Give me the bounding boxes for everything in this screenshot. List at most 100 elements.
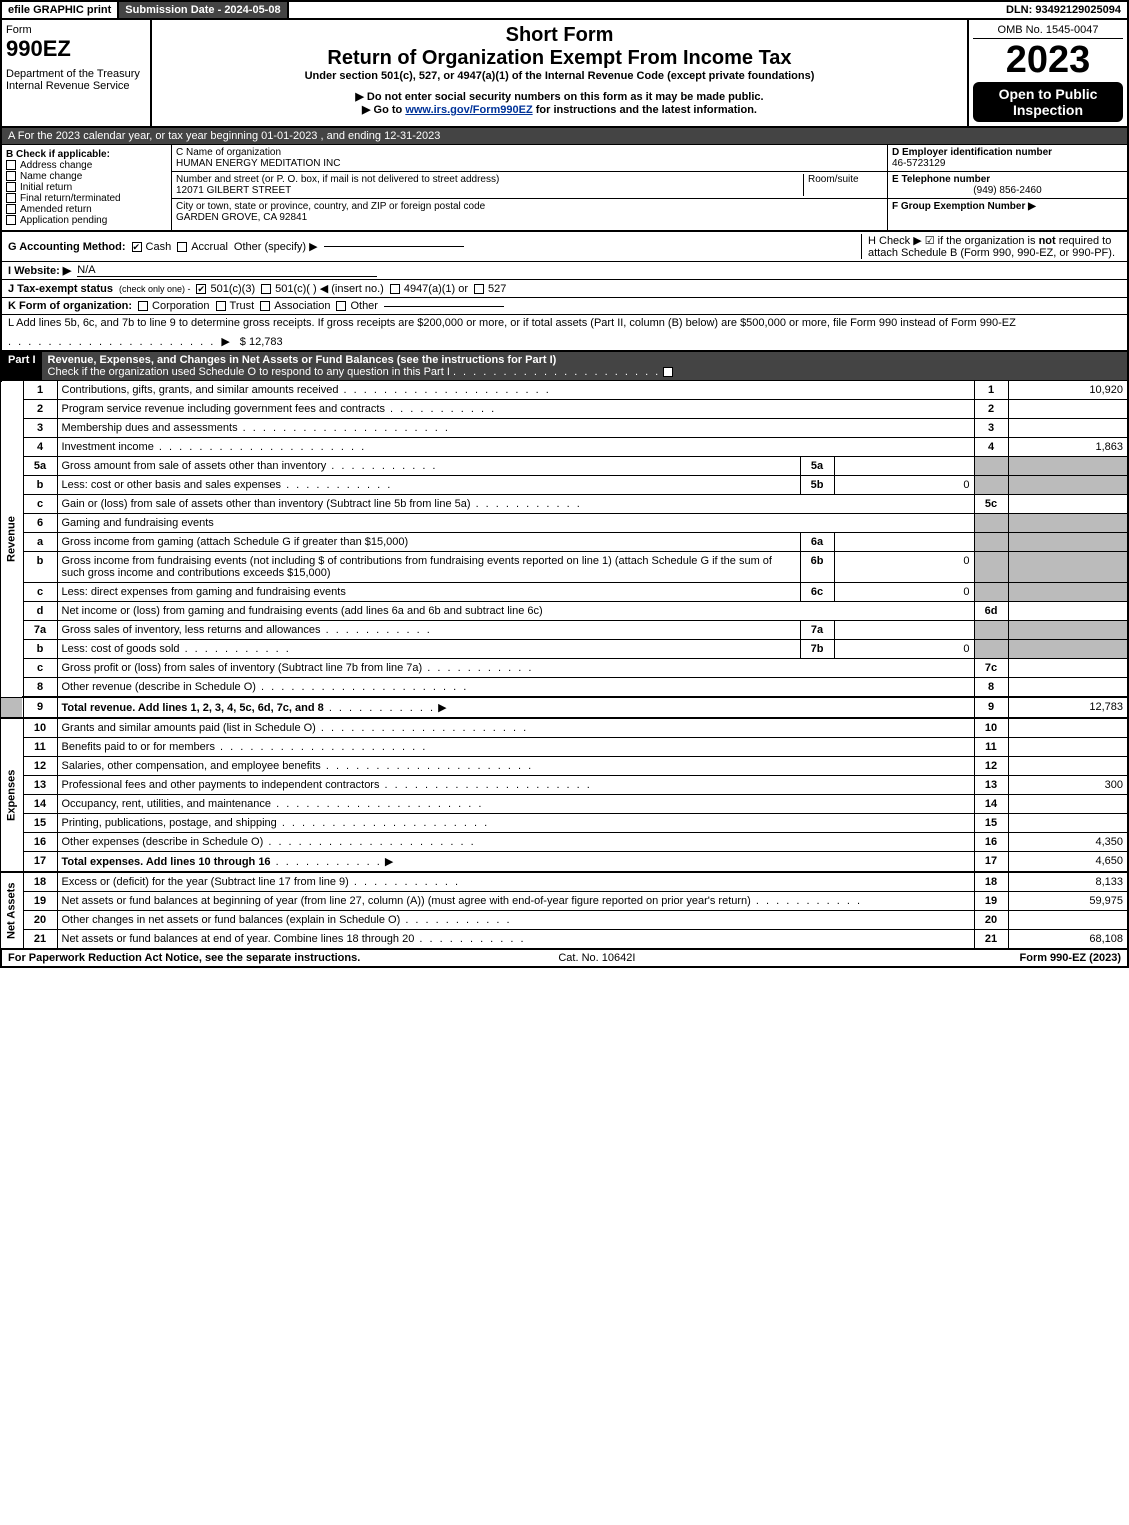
row-5b-desc: Less: cost or other basis and sales expe… bbox=[62, 479, 282, 491]
row-17-val: 4,650 bbox=[1008, 852, 1128, 873]
row-6d-desc: Net income or (loss) from gaming and fun… bbox=[62, 605, 543, 617]
under-section: Under section 501(c), 527, or 4947(a)(1)… bbox=[156, 70, 963, 82]
row-5a-desc: Gross amount from sale of assets other t… bbox=[62, 460, 327, 472]
section-h: H Check ▶ ☑ if the organization is not r… bbox=[861, 234, 1121, 259]
line-i: I Website: ▶ N/A bbox=[0, 262, 1129, 280]
dln: DLN: 93492129025094 bbox=[1000, 2, 1127, 18]
row-19-num: 19 bbox=[23, 892, 57, 911]
row-5b-num: b bbox=[23, 476, 57, 495]
form-header: Form 990EZ Department of the Treasury In… bbox=[0, 20, 1129, 128]
efile-label: efile GRAPHIC print bbox=[2, 2, 119, 18]
b-item-amended[interactable]: Amended return bbox=[6, 204, 167, 215]
b-item-name[interactable]: Name change bbox=[6, 171, 167, 182]
row-7b-iv: 0 bbox=[834, 640, 974, 659]
goto-note: ▶ Go to www.irs.gov/Form990EZ for instru… bbox=[156, 103, 963, 116]
row-6d-val bbox=[1008, 602, 1128, 621]
row-8-val bbox=[1008, 678, 1128, 698]
row-19-desc: Net assets or fund balances at beginning… bbox=[62, 895, 751, 907]
row-6a-in: 6a bbox=[800, 533, 834, 552]
g-accrual[interactable]: Accrual bbox=[177, 241, 228, 253]
row-5b-in: 5b bbox=[800, 476, 834, 495]
l-amount: $ 12,783 bbox=[240, 336, 283, 348]
j-lbl: J Tax-exempt status bbox=[8, 283, 113, 295]
row-6-num: 6 bbox=[23, 514, 57, 533]
row-7b-in: 7b bbox=[800, 640, 834, 659]
row-7a-iv bbox=[834, 621, 974, 640]
row-5a-iv bbox=[834, 457, 974, 476]
row-6b-rn bbox=[974, 552, 1008, 583]
line-k: K Form of organization: Corporation Trus… bbox=[0, 298, 1129, 315]
k-other[interactable]: Other bbox=[336, 300, 378, 312]
j-527[interactable]: 527 bbox=[474, 283, 506, 295]
row-7c-num: c bbox=[23, 659, 57, 678]
j-501c[interactable]: 501(c)( ) ◀ (insert no.) bbox=[261, 282, 384, 295]
row-16-val: 4,350 bbox=[1008, 833, 1128, 852]
revenue-vlabel: Revenue bbox=[1, 381, 23, 697]
row-6c-rn bbox=[974, 583, 1008, 602]
part-i-header: Part I Revenue, Expenses, and Changes in… bbox=[0, 352, 1129, 381]
row-20-rn: 20 bbox=[974, 911, 1008, 930]
g-other[interactable]: Other (specify) ▶ bbox=[234, 240, 318, 253]
row-11-num: 11 bbox=[23, 738, 57, 757]
b-item-pending[interactable]: Application pending bbox=[6, 215, 167, 226]
g-cash[interactable]: Cash bbox=[132, 241, 172, 253]
row-5c-desc: Gain or (loss) from sale of assets other… bbox=[62, 498, 471, 510]
b-item-initial[interactable]: Initial return bbox=[6, 182, 167, 193]
row-16-desc: Other expenses (describe in Schedule O) bbox=[62, 836, 264, 848]
form-word: Form bbox=[6, 24, 146, 36]
row-5b-rv bbox=[1008, 476, 1128, 495]
row-13-val: 300 bbox=[1008, 776, 1128, 795]
k-lbl: K Form of organization: bbox=[8, 300, 132, 312]
inspection-badge: Open to Public Inspection bbox=[973, 82, 1123, 122]
row-5b-rn bbox=[974, 476, 1008, 495]
row-1-val: 10,920 bbox=[1008, 381, 1128, 400]
info-grid: B Check if applicable: Address change Na… bbox=[0, 145, 1129, 232]
goto-post: for instructions and the latest informat… bbox=[533, 104, 757, 116]
row-21-desc: Net assets or fund balances at end of ye… bbox=[62, 933, 415, 945]
row-6c-num: c bbox=[23, 583, 57, 602]
row-11-rn: 11 bbox=[974, 738, 1008, 757]
row-4-val: 1,863 bbox=[1008, 438, 1128, 457]
row-12-desc: Salaries, other compensation, and employ… bbox=[62, 760, 321, 772]
row-6b-num: b bbox=[23, 552, 57, 583]
section-def: D Employer identification number 46-5723… bbox=[887, 145, 1127, 230]
row-6-rn bbox=[974, 514, 1008, 533]
row-2-rn: 2 bbox=[974, 400, 1008, 419]
row-13-rn: 13 bbox=[974, 776, 1008, 795]
row-6b-in: 6b bbox=[800, 552, 834, 583]
l-dots bbox=[8, 336, 215, 348]
j-501c3[interactable]: 501(c)(3) bbox=[196, 283, 255, 295]
row-17-num: 17 bbox=[23, 852, 57, 873]
i-lbl: I Website: ▶ bbox=[8, 264, 71, 277]
part-i-check[interactable] bbox=[663, 367, 673, 377]
c-name-lbl: C Name of organization bbox=[176, 147, 883, 158]
submission-date: Submission Date - 2024-05-08 bbox=[119, 2, 288, 18]
row-18-num: 18 bbox=[23, 872, 57, 892]
row-21-val: 68,108 bbox=[1008, 930, 1128, 950]
j-4947[interactable]: 4947(a)(1) or bbox=[390, 283, 468, 295]
row-12-rn: 12 bbox=[974, 757, 1008, 776]
row-6d-num: d bbox=[23, 602, 57, 621]
b-item-final[interactable]: Final return/terminated bbox=[6, 193, 167, 204]
room-suite-lbl: Room/suite bbox=[803, 174, 883, 196]
row-10-num: 10 bbox=[23, 718, 57, 738]
row-12-val bbox=[1008, 757, 1128, 776]
k-corp[interactable]: Corporation bbox=[138, 300, 209, 312]
k-trust[interactable]: Trust bbox=[216, 300, 255, 312]
row-6d-rn: 6d bbox=[974, 602, 1008, 621]
row-2-desc: Program service revenue including govern… bbox=[62, 403, 385, 415]
row-7a-desc: Gross sales of inventory, less returns a… bbox=[62, 624, 321, 636]
b-item-address[interactable]: Address change bbox=[6, 160, 167, 171]
row-6a-iv bbox=[834, 533, 974, 552]
k-assoc[interactable]: Association bbox=[260, 300, 330, 312]
row-9-desc: Total revenue. Add lines 1, 2, 3, 4, 5c,… bbox=[62, 702, 324, 714]
net-vlabel: Net Assets bbox=[1, 872, 23, 949]
g-other-line bbox=[324, 246, 464, 247]
row-5a-num: 5a bbox=[23, 457, 57, 476]
irs-link[interactable]: www.irs.gov/Form990EZ bbox=[405, 104, 532, 116]
c-street-lbl: Number and street (or P. O. box, if mail… bbox=[176, 174, 803, 185]
row-9-val: 12,783 bbox=[1008, 697, 1128, 718]
omb-number: OMB No. 1545-0047 bbox=[973, 24, 1123, 39]
row-6c-desc: Less: direct expenses from gaming and fu… bbox=[62, 586, 346, 598]
line-l: L Add lines 5b, 6c, and 7b to line 9 to … bbox=[0, 315, 1129, 352]
